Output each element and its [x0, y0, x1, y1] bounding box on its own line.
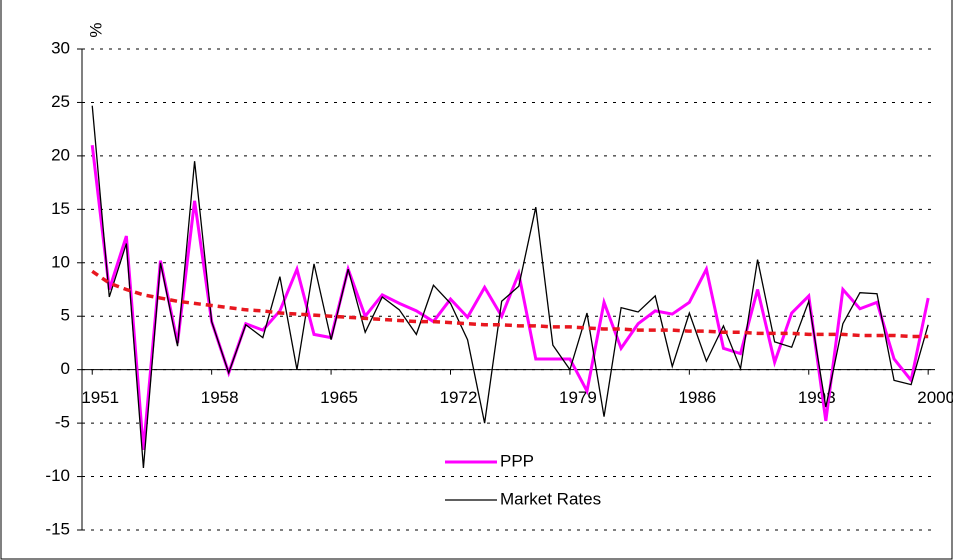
y-tick-label: 0: [61, 359, 70, 378]
x-tick-label: 1958: [201, 388, 239, 407]
x-tick-label: 1951: [81, 388, 119, 407]
trend-line: [91, 269, 929, 339]
x-tick-label: 1986: [678, 388, 716, 407]
y-tick-label: -10: [45, 466, 70, 485]
y-tick-label: -5: [55, 413, 70, 432]
x-tick-label: 1972: [440, 388, 478, 407]
y-tick-label: -15: [45, 519, 70, 538]
x-tick-label: 1965: [320, 388, 358, 407]
y-axis-label: %: [86, 22, 105, 37]
x-tick-label: 1979: [559, 388, 597, 407]
series-line: [91, 105, 929, 469]
legend-label: Market Rates: [500, 489, 601, 508]
x-tick-label: 2000: [917, 388, 953, 407]
y-tick-label: 30: [51, 38, 70, 57]
y-tick-label: 25: [51, 92, 70, 111]
y-tick-label: 20: [51, 145, 70, 164]
y-tick-label: 5: [61, 306, 70, 325]
y-tick-label: 15: [51, 199, 70, 218]
y-tick-label: 10: [51, 252, 70, 271]
legend-label: PPP: [500, 451, 534, 470]
